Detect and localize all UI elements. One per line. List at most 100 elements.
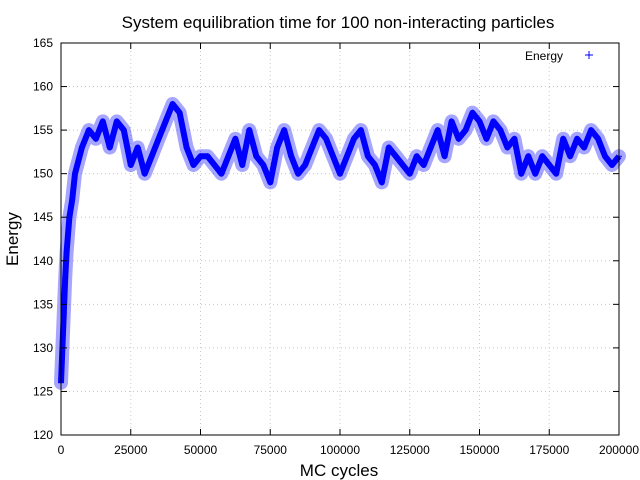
data-point xyxy=(316,127,323,134)
data-point xyxy=(197,153,204,160)
data-point xyxy=(295,170,302,177)
data-point xyxy=(71,170,78,177)
data-point xyxy=(120,127,127,134)
x-axis-label: MC cycles xyxy=(300,461,378,480)
data-point xyxy=(148,153,155,160)
data-point xyxy=(371,161,378,168)
y-tick-label: 165 xyxy=(33,36,53,50)
y-tick-label: 125 xyxy=(33,384,53,398)
data-point xyxy=(448,118,455,125)
data-point xyxy=(113,118,120,125)
data-point xyxy=(434,127,441,134)
y-tick-label: 130 xyxy=(33,341,53,355)
x-tick-label: 25000 xyxy=(114,443,148,457)
data-point xyxy=(246,127,253,134)
x-tick-label: 200000 xyxy=(599,443,639,457)
data-point xyxy=(162,118,169,125)
y-tick-label: 145 xyxy=(33,210,53,224)
data-point xyxy=(127,161,134,168)
data-point xyxy=(134,144,141,151)
data-point xyxy=(343,153,350,160)
data-point xyxy=(141,170,148,177)
data-point xyxy=(483,135,490,142)
x-tick-label: 75000 xyxy=(254,443,288,457)
data-point xyxy=(99,118,106,125)
grid xyxy=(61,43,619,435)
data-point xyxy=(281,127,288,134)
data-point xyxy=(364,153,371,160)
data-point xyxy=(581,144,588,151)
legend-marker xyxy=(585,51,593,59)
data-point xyxy=(106,144,113,151)
data-point xyxy=(330,153,337,160)
x-tick-label: 125000 xyxy=(390,443,430,457)
data-point xyxy=(518,170,525,177)
data-point xyxy=(85,127,92,134)
data-point xyxy=(350,135,357,142)
data-point xyxy=(497,127,504,134)
data-point xyxy=(476,118,483,125)
data-point xyxy=(62,275,69,282)
data-point xyxy=(490,118,497,125)
data-point xyxy=(420,161,427,168)
data-point xyxy=(274,144,281,151)
y-tick-label: 155 xyxy=(33,123,53,137)
data-point xyxy=(574,135,581,142)
data-point xyxy=(504,144,511,151)
data-point xyxy=(427,144,434,151)
data-point xyxy=(553,170,560,177)
legend-label: Energy xyxy=(525,49,563,63)
data-point xyxy=(155,135,162,142)
y-tick-label: 150 xyxy=(33,167,53,181)
x-tick-label: 100000 xyxy=(320,443,360,457)
data-point xyxy=(588,127,595,134)
data-point xyxy=(539,153,546,160)
data-point xyxy=(392,153,399,160)
data-point xyxy=(337,170,343,177)
data-point xyxy=(183,144,190,151)
data-point xyxy=(169,100,176,107)
x-tick-label: 50000 xyxy=(184,443,218,457)
data-point xyxy=(560,135,567,142)
data-point xyxy=(455,135,462,142)
x-tick-label: 150000 xyxy=(459,443,499,457)
data-point xyxy=(66,214,73,221)
data-point xyxy=(385,144,392,151)
data-point xyxy=(267,179,274,186)
data-point xyxy=(218,170,225,177)
data-point xyxy=(78,144,85,151)
data-layer xyxy=(54,97,626,390)
data-point xyxy=(176,109,183,116)
data-point xyxy=(302,161,309,168)
y-tick-label: 140 xyxy=(33,254,53,268)
data-point xyxy=(546,161,553,168)
data-point xyxy=(253,153,260,160)
data-point xyxy=(92,135,99,142)
data-point xyxy=(469,109,476,116)
data-point xyxy=(309,144,316,151)
data-point xyxy=(260,161,267,168)
data-point xyxy=(211,161,218,168)
legend: Energy xyxy=(525,49,593,63)
data-point xyxy=(511,135,518,142)
y-tick-label: 135 xyxy=(33,297,53,311)
data-point xyxy=(357,127,364,134)
data-point xyxy=(567,153,574,160)
data-point xyxy=(69,196,76,203)
data-point xyxy=(462,127,469,134)
x-tick-label: 175000 xyxy=(529,443,569,457)
data-point xyxy=(60,310,67,317)
data-point xyxy=(595,135,602,142)
chart-title: System equilibration time for 100 non-in… xyxy=(122,13,555,32)
data-point xyxy=(378,179,385,186)
y-tick-label: 160 xyxy=(33,80,53,94)
x-tick-label: 0 xyxy=(58,443,65,457)
data-point xyxy=(64,231,71,238)
data-point xyxy=(225,153,232,160)
data-point xyxy=(204,153,211,160)
data-point xyxy=(288,153,295,160)
data-point xyxy=(399,161,406,168)
data-point xyxy=(63,249,70,256)
data-point xyxy=(239,161,246,168)
